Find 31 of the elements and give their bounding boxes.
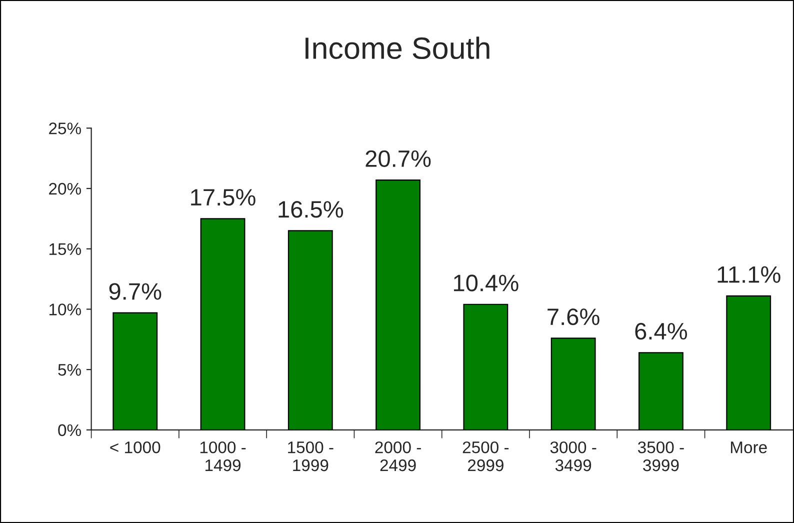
data-label: 17.5% [191, 189, 256, 206]
bar [463, 304, 508, 430]
x-tick-label: 2000 - 2499 [375, 441, 421, 472]
x-tick-label: More [730, 442, 767, 454]
x-tick-label: 1500 - 1999 [288, 441, 334, 472]
data-label: 10.4% [454, 274, 518, 292]
y-tick-label: 0% [58, 424, 81, 436]
y-tick-label: 20% [49, 182, 81, 195]
chart-title: Income South [306, 36, 490, 60]
data-label: 16.5% [278, 201, 344, 218]
bar [550, 338, 596, 430]
bar [288, 230, 333, 430]
y-tick-label: 5% [58, 364, 81, 376]
data-label: 11.1% [718, 266, 780, 283]
bar [726, 295, 772, 430]
y-tick-label: 15% [50, 243, 81, 256]
bar [376, 179, 421, 430]
x-tick-label: < 1000 [110, 441, 160, 454]
x-tick-label: 2500 - 2999 [462, 441, 509, 472]
bar [638, 352, 684, 430]
y-tick-label: 10% [50, 304, 81, 316]
x-tick-label: 3500 - 3999 [638, 441, 684, 472]
bar [112, 312, 158, 430]
data-label: 20.7% [366, 150, 431, 168]
x-tick-label: 3000 - 3499 [550, 441, 596, 472]
x-tick-label: 1000 - 1499 [200, 441, 246, 472]
y-tick-label: 25% [49, 122, 81, 134]
data-label: 9.7% [109, 283, 162, 300]
data-label: 7.6% [548, 308, 600, 326]
data-label: 6.4% [635, 322, 688, 340]
bar [200, 218, 246, 430]
